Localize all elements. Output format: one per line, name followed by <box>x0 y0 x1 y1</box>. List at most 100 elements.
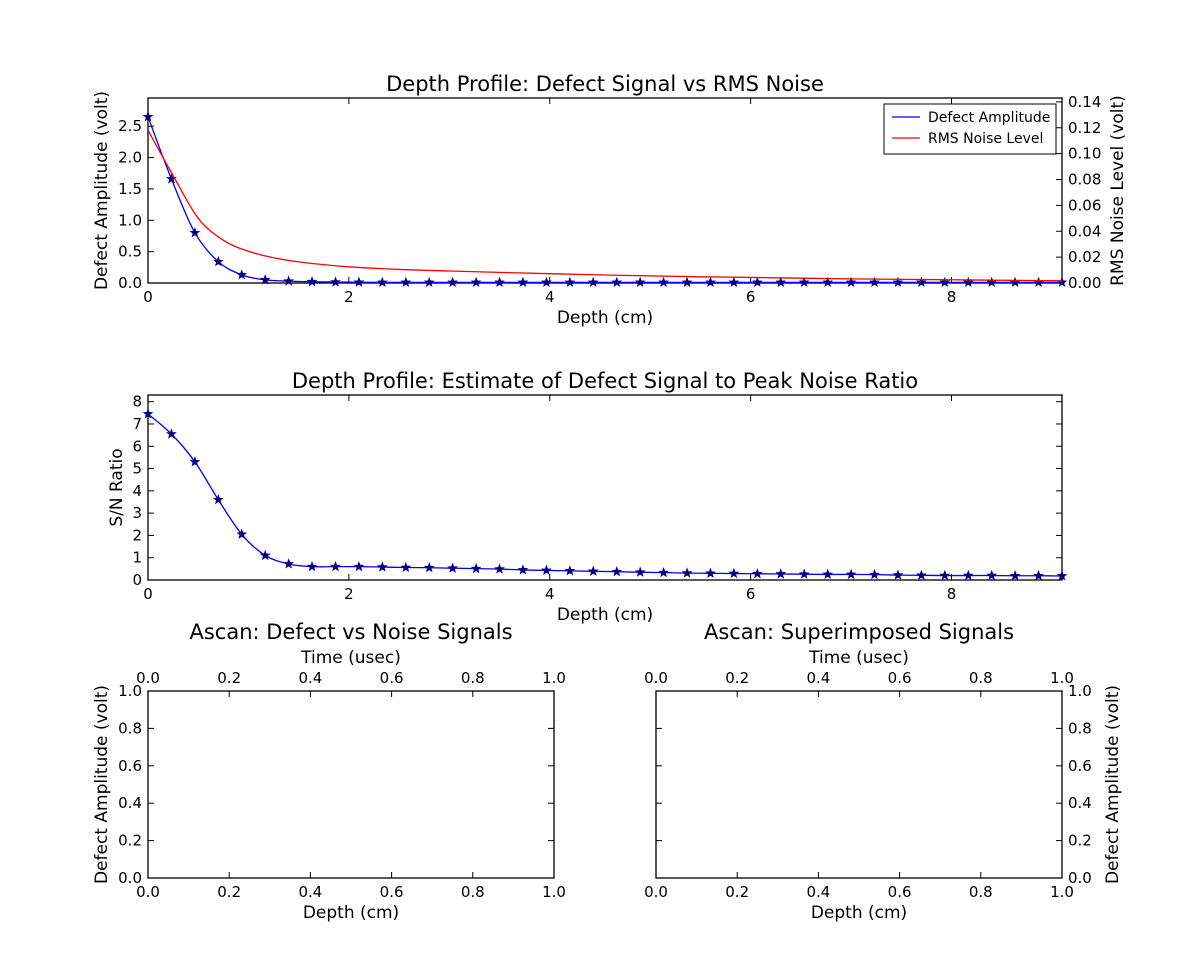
y2-tick-label: 0.14 <box>1068 93 1101 111</box>
x2-axis-label: Time (usec) <box>300 648 401 668</box>
x-tick-label: 8 <box>947 288 957 306</box>
data-point <box>1033 570 1044 581</box>
data-point <box>916 276 927 287</box>
data-point <box>681 567 693 578</box>
series-line <box>148 413 1062 577</box>
data-point <box>658 276 669 287</box>
data-point <box>212 494 224 505</box>
x2-tick-label: 0.8 <box>969 669 993 687</box>
data-point <box>142 408 154 419</box>
chart-3: 0.0 0.2 0.4 0.6 0.8 1.00.0 0.2 0.4 0.6 0.8 1.00.00… <box>92 620 566 923</box>
x-tick-label: 0.0 <box>644 883 668 901</box>
data-point <box>705 567 716 578</box>
x-tick-label: 8 <box>947 585 957 603</box>
data-point <box>681 276 693 287</box>
data-point <box>892 276 904 287</box>
data-point <box>400 276 412 287</box>
y-tick-label: 2.0 <box>118 149 142 167</box>
x2-tick-label: 0.0 <box>136 669 160 687</box>
x-tick-label: 4 <box>545 288 555 306</box>
plot-area <box>147 690 555 879</box>
x-tick-label: 0.4 <box>298 883 322 901</box>
y-tick-label: 5 <box>132 460 142 478</box>
x2-tick-label: 0.8 <box>461 669 485 687</box>
data-point <box>259 274 271 285</box>
data-point <box>1009 570 1021 581</box>
data-point <box>705 276 716 287</box>
data-point <box>1056 570 1068 581</box>
x-axis-label: Depth (cm) <box>303 903 399 923</box>
x-tick-label: 0.0 <box>136 883 160 901</box>
data-point <box>869 568 880 580</box>
x2-tick-label: 0.4 <box>298 669 322 687</box>
data-point <box>470 562 482 574</box>
x-tick-label: 1.0 <box>542 883 566 901</box>
data-point <box>634 566 646 577</box>
data-point <box>587 565 599 576</box>
y-tick-label: 0.4 <box>118 794 142 812</box>
data-point <box>775 276 787 287</box>
x2-tick-label: 0.6 <box>888 669 912 687</box>
y-tick-label: 8 <box>132 393 142 411</box>
x2-axis-label: Time (usec) <box>808 648 909 668</box>
data-point <box>189 227 201 238</box>
y-tick-label: 0.5 <box>118 243 142 261</box>
y-axis-label: Defect Amplitude (volt) <box>92 91 112 290</box>
plot-area <box>147 394 1063 581</box>
x2-tick-label: 0.6 <box>380 669 404 687</box>
y-axis-label: S/N Ratio <box>107 448 127 526</box>
data-point <box>564 565 576 576</box>
data-point <box>306 560 318 572</box>
x-axis-label: Depth (cm) <box>557 308 653 328</box>
data-point <box>986 569 998 581</box>
x-tick-label: 0.4 <box>806 883 830 901</box>
x-tick-label: 2 <box>344 585 354 603</box>
y-tick-label: 2.5 <box>118 117 142 135</box>
x-tick-label: 0.2 <box>725 883 749 901</box>
x2-tick-label: 1.0 <box>542 669 566 687</box>
data-point <box>822 568 834 580</box>
data-point <box>423 276 435 287</box>
x-axis-label: Depth (cm) <box>557 605 653 625</box>
x-tick-label: 6 <box>746 585 756 603</box>
data-point <box>892 569 904 580</box>
data-point <box>798 568 810 579</box>
data-point <box>962 276 974 287</box>
data-point <box>611 566 623 577</box>
data-point <box>869 276 880 287</box>
y-tick-label: 0.8 <box>118 719 142 737</box>
y-tick-label: 1.5 <box>118 180 142 198</box>
data-point <box>517 564 529 575</box>
y-tick-label: 3 <box>132 504 142 522</box>
data-point <box>330 276 341 287</box>
x2-tick-label: 0.2 <box>725 669 749 687</box>
x-tick-label: 0.2 <box>217 883 241 901</box>
data-point <box>564 276 576 287</box>
data-point <box>634 276 646 287</box>
data-point <box>845 568 857 580</box>
data-point <box>447 276 459 287</box>
data-point <box>283 558 294 569</box>
data-point <box>962 569 974 581</box>
chart-title: Depth Profile: Estimate of Defect Signal… <box>292 369 918 393</box>
y-tick-label: 2 <box>132 526 142 544</box>
data-point <box>400 561 412 573</box>
y-tick-label: 1.0 <box>118 682 142 700</box>
chart-4: 0.0 0.2 0.4 0.6 0.8 1.00.0 0.2 0.4 0.6 0.8 1.00.00… <box>644 620 1123 923</box>
data-point <box>470 276 482 287</box>
data-point <box>142 111 154 122</box>
data-point <box>212 256 224 267</box>
chart-1: 0 2 4 6 8 0.0 0.5 1.0 1.5 2.0 2.5 0.00 0.02 0.04 0.06 0… <box>92 72 1128 328</box>
legend-entry: Defect Amplitude <box>928 110 1050 126</box>
series-rms-noise-level <box>148 130 1062 282</box>
x-tick-label: 0.6 <box>380 883 404 901</box>
data-point <box>541 564 552 575</box>
plot-area <box>655 690 1063 879</box>
y-tick-label: 6 <box>132 437 142 455</box>
series-line <box>148 116 1062 283</box>
data-point <box>775 568 787 579</box>
y-tick-label: 0.0 <box>118 869 142 887</box>
y-tick-label: 0.0 <box>118 274 142 292</box>
data-point <box>587 276 599 287</box>
